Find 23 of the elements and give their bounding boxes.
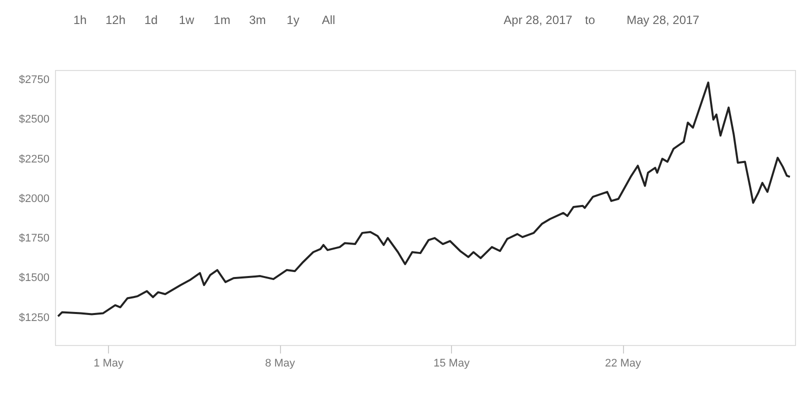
text: 3m — [249, 13, 266, 27]
text: 12h — [105, 13, 126, 27]
text: 1y — [286, 13, 300, 27]
text: 1w — [178, 13, 194, 27]
y-tick-label: $2250 — [18, 153, 50, 166]
text: 1d — [144, 13, 158, 27]
y-tick-label: $2000 — [18, 192, 50, 205]
y-tick-label: $1250 — [18, 312, 50, 324]
y-tick-label: $2500 — [18, 114, 50, 126]
text: Apr 28, 2017 — [504, 13, 573, 27]
y-tick-label: $1750 — [18, 232, 50, 245]
y-tick-label: $1500 — [18, 272, 50, 284]
text: 1h — [73, 13, 87, 27]
text: 1m — [214, 13, 230, 27]
text: May 28, 2017 — [626, 13, 700, 27]
text: All — [322, 13, 336, 27]
text: to — [584, 13, 596, 27]
line-series — [57, 82, 791, 318]
y-tick-label: $2750 — [18, 74, 50, 86]
x-tick-label: 8 May — [265, 358, 296, 370]
x-tick-label: 1 May — [94, 358, 124, 370]
x-tick-label: 15 May — [433, 358, 470, 370]
x-tick-label: 22 May — [604, 358, 642, 370]
